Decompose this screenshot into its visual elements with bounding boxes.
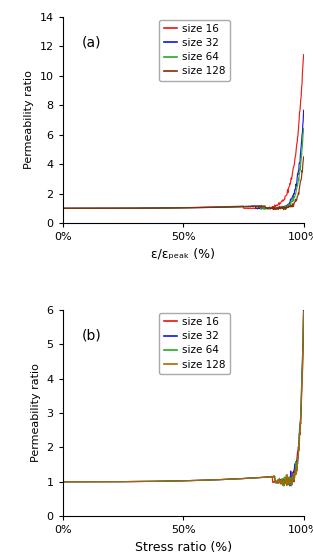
X-axis label: ε/εₚₑₐₖ (%): ε/εₚₑₐₖ (%) (151, 248, 215, 261)
Text: (a): (a) (82, 35, 101, 49)
Y-axis label: Permeability ratio: Permeability ratio (31, 364, 41, 462)
Legend: size 16, size 32, size 64, size 128: size 16, size 32, size 64, size 128 (159, 313, 230, 374)
X-axis label: Stress ratio (%): Stress ratio (%) (135, 541, 232, 554)
Text: (b): (b) (82, 329, 102, 342)
Y-axis label: Permeability ratio: Permeability ratio (24, 70, 34, 169)
Legend: size 16, size 32, size 64, size 128: size 16, size 32, size 64, size 128 (159, 20, 230, 80)
